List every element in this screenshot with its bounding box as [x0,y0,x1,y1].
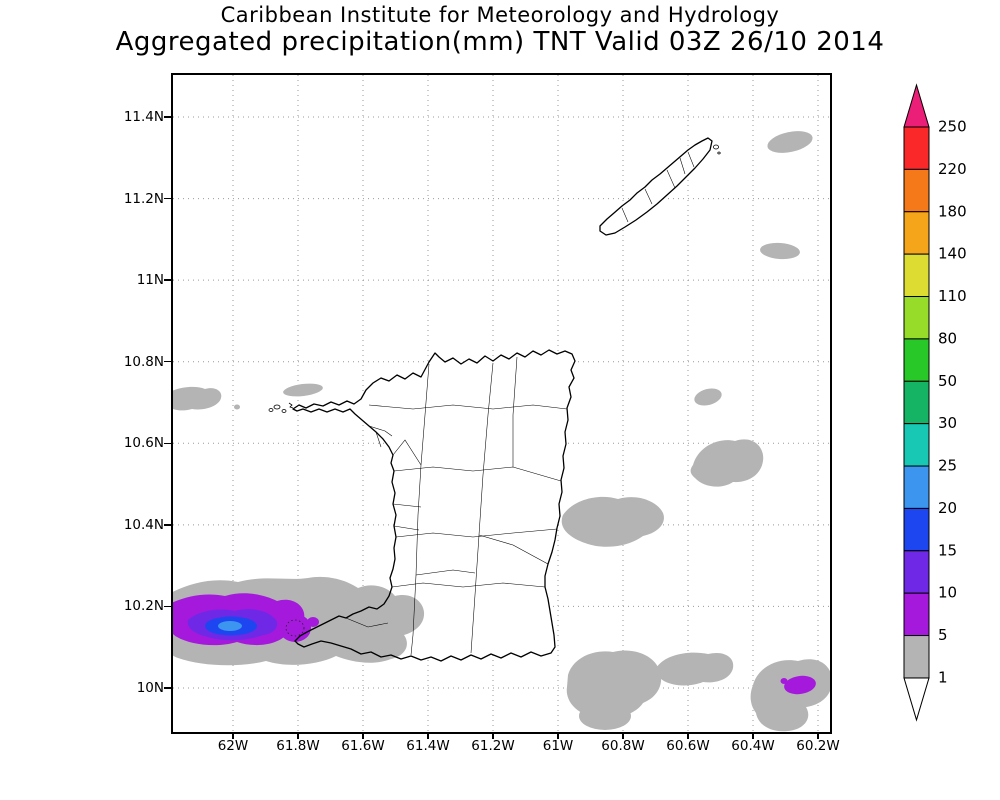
y-axis-tick-label: 10.8N [123,353,164,370]
precip-gray-blob [767,131,813,153]
colorbar-label: 220 [938,160,967,178]
title-block: Caribbean Institute for Meteorology and … [0,3,1000,58]
colorbar-label: 20 [938,499,957,517]
x-axis-tick-label: 60.4W [731,738,775,754]
colorbar-band [903,126,930,170]
colorbar-label: 10 [938,584,957,602]
colorbar-band [903,423,930,467]
colorbar-label: 180 [938,202,967,220]
colorbar-band [903,465,930,509]
y-axis-tick-mark [164,116,171,118]
coastline-outlines [292,137,713,662]
precip-gray-blob [234,404,240,410]
x-axis-tick-label: 61.2W [471,738,515,754]
y-axis-tick-mark [164,197,171,200]
colorbar-band [903,635,930,679]
islet [288,402,294,409]
colorbar-band [903,550,930,594]
precip-purple-blob [780,678,788,684]
colorbar-band [903,677,930,722]
x-axis-tick-label: 62W [217,738,249,754]
y-axis-tick-mark [164,279,171,281]
colorbar-label: 50 [938,372,957,390]
precip-gray-blob [566,650,662,719]
precip-purple-blob [307,617,319,627]
precip-gray-blob [657,652,734,686]
x-axis-tick-label: 61.8W [276,738,320,754]
x-axis-tick-label: 60.2W [796,738,840,754]
precip-shading [173,131,830,732]
islet [713,144,719,150]
x-axis-tick-label: 60.6W [666,738,710,754]
precip-gray-blob [694,388,722,406]
colorbar-band [903,168,930,213]
y-axis-tick-mark [164,524,171,526]
y-axis-tick-label: 10N [136,679,164,696]
precip-purple-blob [784,675,816,695]
islet [281,409,287,413]
colorbar-label: 110 [938,287,967,305]
y-axis-tick-label: 11N [136,272,164,289]
precip-gray-blob [579,702,631,730]
precip-gray-blob [561,496,664,547]
colorbar-band [903,592,930,637]
colorbar-label: 250 [938,118,967,136]
precip-gray-blob [283,383,323,397]
colorbar-label: 1 [938,668,948,686]
precip-gray-blob [760,242,800,260]
x-axis-tick-label: 61.4W [406,738,450,754]
colorbar-band [903,338,930,382]
colorbar-label: 30 [938,414,957,432]
tobago-fill [600,138,712,235]
colorbar-label: 25 [938,457,957,475]
trinidad-coastline [292,349,576,662]
colorbar-band [903,507,930,552]
colorbar-band [903,296,930,340]
precip-purple-contour [285,619,305,637]
tobago-coastline [599,137,713,236]
colorbar-band [903,380,930,425]
x-axis-tick-label: 61.6W [341,738,385,754]
y-axis-tick-label: 11.4N [123,109,164,125]
small-islets [268,144,721,413]
y-axis-tick-label: 10.4N [123,516,164,533]
precip-gray-blob [173,386,222,411]
y-axis-tick-mark [164,361,171,363]
colorbar-svg: 250 220 180 140 110 80 50 30 25 20 15 10 5 1 [903,83,967,722]
admin-boundaries [345,151,695,656]
plot-title: Aggregated precipitation(mm) TNT Valid 0… [115,27,885,58]
plot-area [171,73,832,734]
colorbar-label: 15 [938,541,957,559]
precip-purple-blob [279,614,311,642]
y-axis-tick-mark [164,442,171,444]
y-axis-tick-mark [164,687,171,689]
y-axis-tick-mark [164,605,171,608]
colorbar-label: 5 [938,626,948,644]
colorbar: 250 220 180 140 110 80 50 30 25 20 15 10 5 1 [894,80,999,730]
y-axis-tick-label: 10.2N [123,598,164,615]
islet [717,151,721,155]
colorbar-band [903,83,930,128]
landmass-fill [293,138,712,661]
islet [268,408,274,412]
x-axis-tick-label: 61W [542,738,574,754]
precip-core-blob [218,621,242,631]
colorbar-label: 140 [938,245,967,263]
institution-title: Caribbean Institute for Meteorology and … [220,3,780,27]
colorbar-band [903,211,930,255]
colorbar-label: 80 [938,329,957,347]
precip-gray-blob [690,439,764,487]
x-axis-tick-label: 60.8W [601,738,645,754]
islet [273,404,281,410]
map-svg [173,75,830,732]
y-axis-tick-label: 11.2N [123,190,164,207]
y-axis-tick-label: 10.6N [123,435,164,452]
colorbar-band [903,253,930,298]
